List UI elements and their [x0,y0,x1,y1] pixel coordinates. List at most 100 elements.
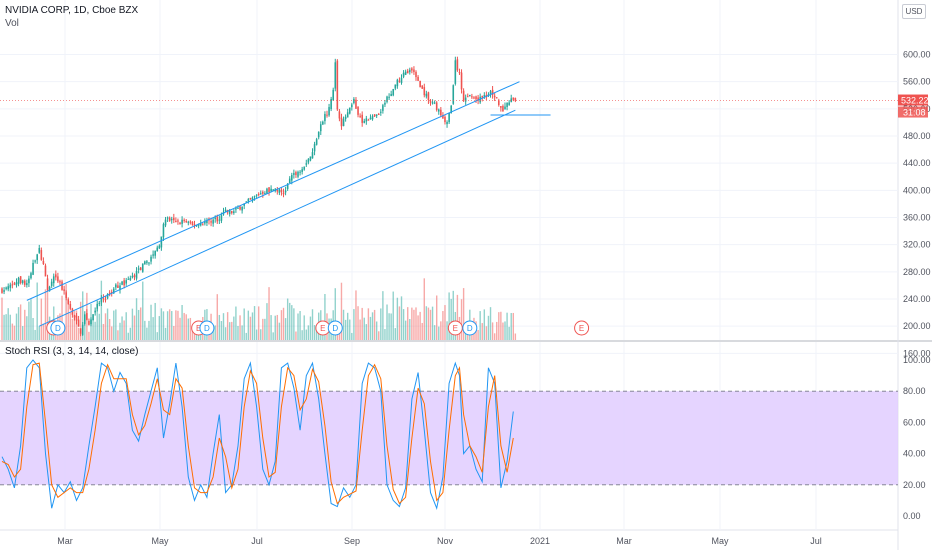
volume-bar [152,317,154,340]
earnings-marker[interactable]: E [315,320,331,336]
candle-body [278,189,281,193]
volume-bar [496,321,498,340]
candle-body [382,105,384,111]
volume-bar [419,311,421,340]
volume-bar [498,312,500,340]
candle-body [243,203,245,206]
volume-bar [86,292,88,340]
volume-bar [191,330,194,340]
candle-body [466,96,469,98]
volume-bar [82,291,84,340]
volume-bar [1,297,3,340]
candle-body [21,280,24,283]
volume-bar [388,313,390,340]
candle-body [309,156,312,161]
volume-bar [342,309,345,340]
candle-body [168,217,171,221]
candle-body [502,105,504,112]
candle-body [199,223,202,226]
volume-bar [7,308,9,340]
candle-body [431,102,434,104]
candle-body [13,283,16,285]
candle-body [458,72,461,74]
volume-bar [493,333,496,340]
volume-bar [181,305,183,340]
volume-bar [9,314,11,340]
candle-body [38,248,41,253]
volume-bar [286,298,289,340]
dividend-marker[interactable]: D [199,320,215,336]
candle-body [311,152,314,159]
volume-bar [280,310,283,340]
volume-bar [392,291,394,340]
volume-bar [24,309,26,340]
volume-bar [315,328,318,340]
candle-body [284,190,287,193]
earnings-marker[interactable]: E [574,320,590,336]
candle-body [429,101,432,103]
time-tick-label: Jul [251,536,263,546]
symbol-title[interactable]: NVIDIA CORP, 1D, Cboe BZX [5,5,139,16]
candle-body [386,96,388,102]
candle-body [288,178,291,183]
currency-button[interactable]: USD [902,4,926,19]
candle-body [353,98,355,103]
volume-bar [69,312,72,340]
trend-channel [26,81,551,327]
volume-bar [96,307,98,340]
volume-bar [187,318,189,340]
volume-bar [22,326,24,340]
candle-body [63,289,65,291]
volume-bar [216,294,218,340]
volume-bar [355,290,357,340]
dividend-marker[interactable]: D [50,320,66,336]
volume-bar [268,287,270,340]
candle-body [266,188,268,194]
marker-letter: D [55,324,61,333]
candle-body [52,276,55,284]
volume-bar [264,318,266,340]
volume-bar [108,318,111,340]
volume-bar [115,309,117,340]
candle-body [406,70,409,74]
volume-bar [158,316,161,340]
volume-bar [446,321,448,340]
last-price-value: 532.22 [901,96,929,106]
volume-bar [40,298,43,340]
volume-bar [42,323,45,340]
candle-body [351,104,353,108]
candle-body [460,72,463,90]
candle-body [377,114,380,116]
candle-body [235,208,237,210]
dividend-marker[interactable]: D [327,320,343,336]
indicator-legend[interactable]: Stoch RSI (3, 3, 14, 14, close) [5,346,139,357]
candle-body [332,89,334,101]
volume-bar [477,329,479,340]
candle-body [319,124,322,132]
candle-body [452,85,455,104]
candle-body [204,221,206,224]
volume-bar [479,311,481,340]
candle-body [152,254,154,256]
volume-bar [431,306,434,340]
volume-bar [15,313,18,340]
candle-body [475,96,477,100]
dividend-marker[interactable]: D [462,320,478,336]
candle-body [191,221,194,225]
candle-body [239,206,241,210]
candle-body [508,102,510,105]
candle-body [334,62,337,89]
candle-body [84,314,86,325]
volume-bar [384,329,386,340]
stoch-pane [0,359,898,510]
volume-bar [11,323,14,340]
volume-bar [402,309,405,340]
stoch-tick-label: 80.00 [903,386,926,396]
volume-bar [17,307,20,340]
candle-body [189,221,192,223]
volume-bar [255,329,258,340]
earnings-marker[interactable]: E [447,320,463,336]
volume-bar [293,308,295,340]
volume-bar [32,318,34,340]
